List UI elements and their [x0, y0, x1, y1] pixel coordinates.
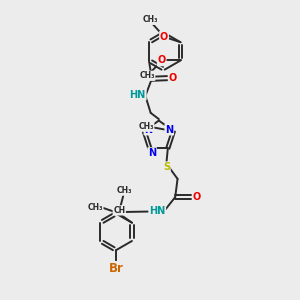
- Text: S: S: [163, 162, 170, 172]
- Text: HN: HN: [130, 90, 146, 100]
- Text: N: N: [165, 125, 173, 135]
- Text: CH₃: CH₃: [87, 202, 103, 211]
- Text: N: N: [148, 148, 156, 158]
- Text: Br: Br: [109, 262, 124, 275]
- Text: CH₃: CH₃: [139, 71, 155, 80]
- Text: CH₃: CH₃: [142, 15, 158, 24]
- Text: CH: CH: [113, 206, 125, 215]
- Text: N: N: [144, 125, 152, 135]
- Text: CH₃: CH₃: [138, 122, 154, 131]
- Text: O: O: [193, 192, 201, 202]
- Text: O: O: [169, 73, 177, 83]
- Text: O: O: [160, 32, 168, 42]
- Text: O: O: [158, 56, 166, 65]
- Text: CH₃: CH₃: [116, 186, 132, 195]
- Text: HN: HN: [149, 206, 165, 216]
